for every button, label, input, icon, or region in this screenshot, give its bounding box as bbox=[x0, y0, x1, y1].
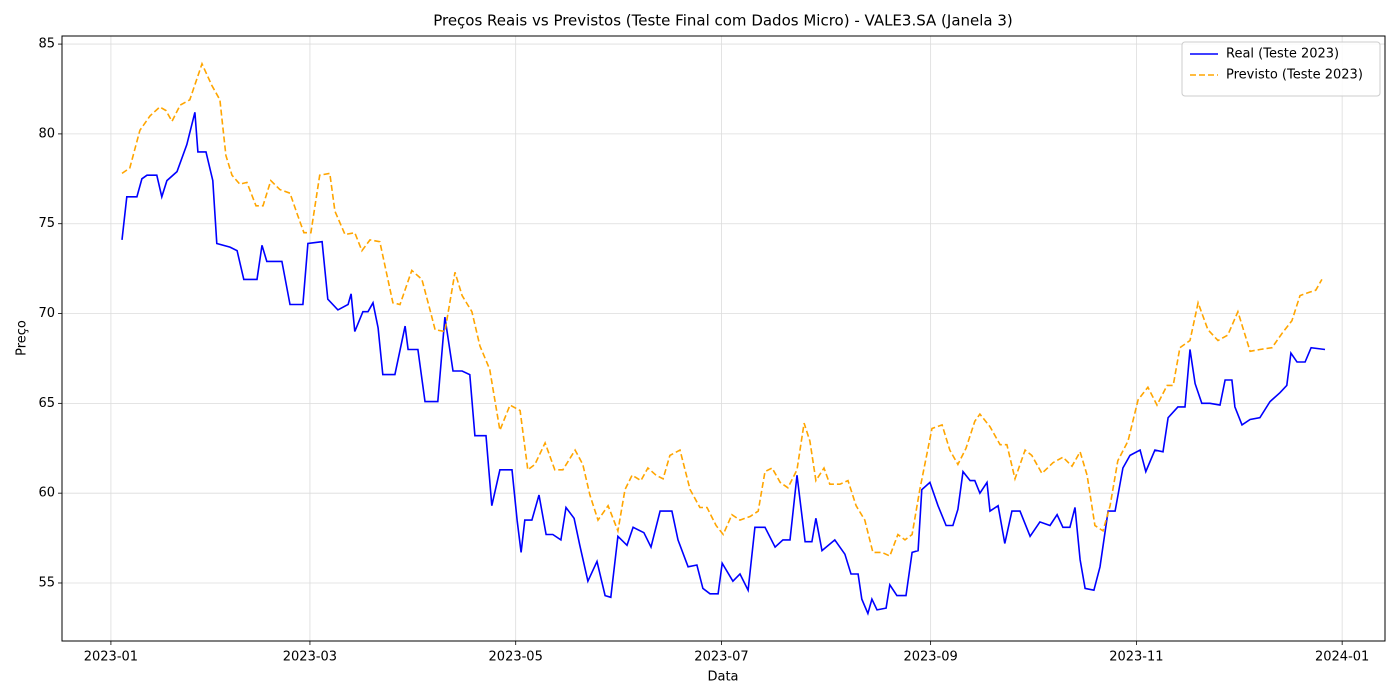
chart-title: Preços Reais vs Previstos (Teste Final c… bbox=[433, 12, 1013, 30]
legend-label: Previsto (Teste 2023) bbox=[1226, 68, 1363, 83]
legend-box bbox=[1181, 41, 1381, 97]
x-tick-label: 2023-09 bbox=[903, 650, 957, 665]
y-tick-label: 75 bbox=[38, 216, 55, 231]
x-tick-label: 2023-05 bbox=[489, 650, 543, 665]
y-tick-label: 70 bbox=[38, 306, 55, 321]
x-tick-label: 2023-03 bbox=[283, 650, 337, 665]
x-tick-label: 2024-01 bbox=[1315, 650, 1369, 665]
data-line bbox=[121, 61, 1323, 558]
y-tick-label: 60 bbox=[38, 486, 55, 501]
y-axis-label: Preço bbox=[15, 320, 30, 356]
y-tick-label: 85 bbox=[38, 37, 55, 52]
x-tick-label: 2023-11 bbox=[1109, 650, 1163, 665]
x-tick-label: 2023-07 bbox=[694, 650, 748, 665]
y-tick-label: 65 bbox=[38, 396, 55, 411]
data-line bbox=[121, 112, 1326, 616]
x-tick-label: 2023-01 bbox=[84, 650, 138, 665]
y-tick-label: 80 bbox=[38, 126, 55, 141]
plot-frame bbox=[61, 35, 1386, 642]
y-tick-label: 55 bbox=[38, 575, 55, 590]
legend: Real (Teste 2023) Previsto (Teste 2023) bbox=[1181, 41, 1381, 97]
legend-label: Real (Teste 2023) bbox=[1226, 47, 1339, 62]
x-axis-label: Data bbox=[707, 670, 738, 685]
